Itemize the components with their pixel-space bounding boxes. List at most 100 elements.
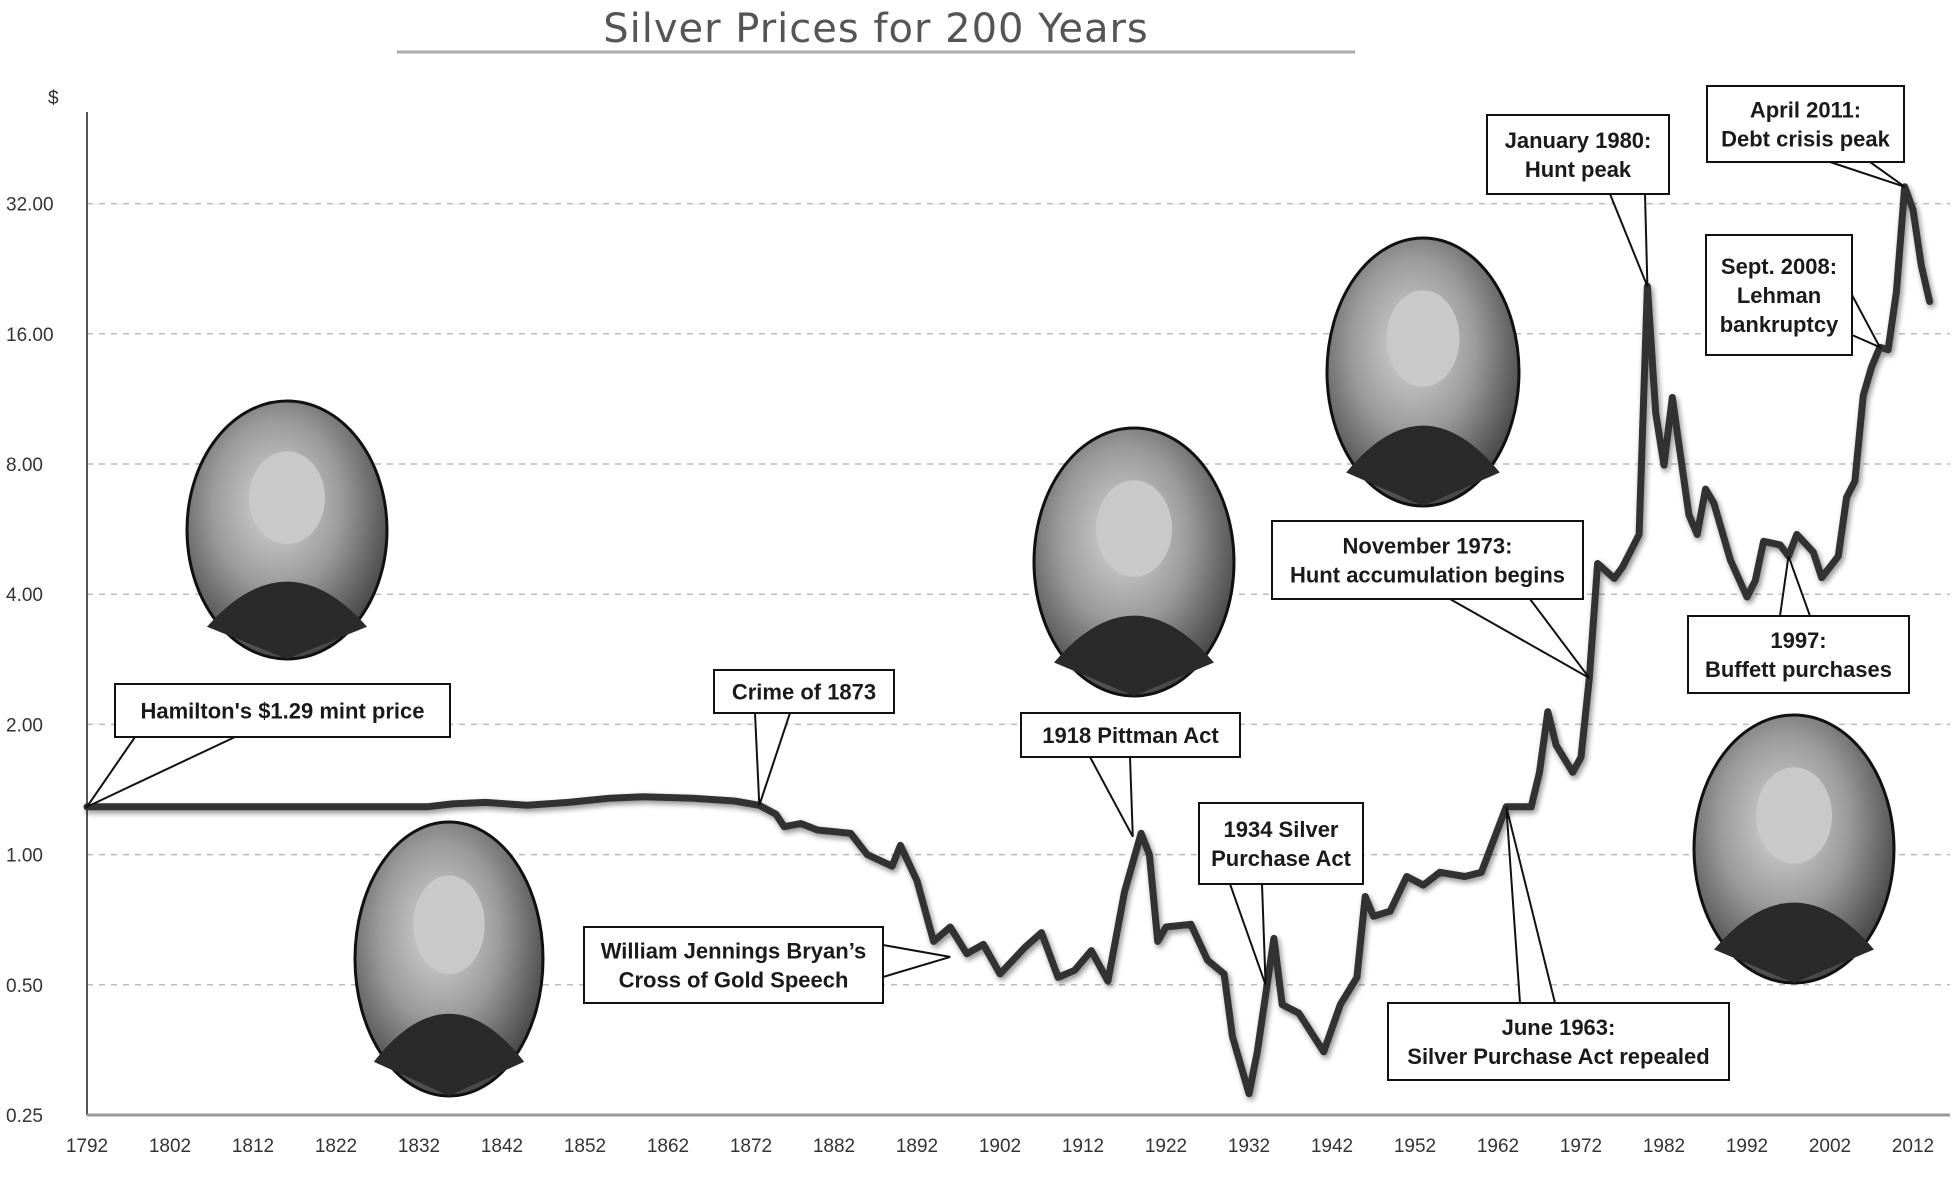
annotation-callout: Hamilton's $1.29 mint price — [84, 683, 451, 810]
x-tick-label: 2002 — [1809, 1136, 1851, 1157]
portrait-face — [249, 451, 325, 545]
y-tick-label: 32.00 — [6, 195, 54, 216]
callout-text: William Jennings Bryan’s — [601, 939, 867, 964]
x-tick-label: 1892 — [896, 1136, 938, 1157]
portrait-face — [1756, 767, 1832, 864]
x-tick-label: 1802 — [149, 1136, 191, 1157]
callout-pointer — [1778, 555, 1812, 617]
callout-box — [114, 683, 451, 738]
callout-text: November 1973: — [1343, 534, 1513, 559]
annotation-callout: William Jennings Bryan’s Cross of Gold Sp… — [583, 926, 951, 1004]
callout-box — [583, 926, 884, 1004]
callout-box — [713, 669, 895, 714]
y-axis-label: $ — [48, 88, 59, 109]
callout-text: Silver Purchase Act repealed — [1407, 1044, 1709, 1069]
x-tick-label: 1792 — [66, 1136, 108, 1157]
callout-pointer — [1228, 883, 1267, 986]
hamilton-portrait — [185, 399, 389, 661]
x-tick-label: 1932 — [1228, 1136, 1270, 1157]
y-tick-label: 1.00 — [6, 846, 43, 867]
callout-text: Hunt accumulation begins — [1290, 563, 1565, 588]
annotation-callout: June 1963: Silver Purchase Act repealed — [1387, 806, 1730, 1081]
callout-text: 1918 Pittman Act — [1042, 723, 1219, 748]
buffett-portrait — [1692, 713, 1896, 985]
pittman-portrait — [1032, 426, 1236, 698]
x-tick-label: 1962 — [1477, 1136, 1519, 1157]
portrait-body — [1714, 902, 1874, 983]
callout-text: 1997: — [1770, 628, 1826, 653]
callout-box — [1271, 520, 1584, 600]
portrait-face — [413, 875, 485, 975]
y-tick-label: 0.25 — [6, 1106, 43, 1127]
callout-pointer — [1446, 598, 1591, 679]
callout-pointer — [1829, 161, 1906, 188]
callout-text: Purchase Act — [1211, 846, 1351, 871]
x-tick-label: 1952 — [1394, 1136, 1436, 1157]
hunt-portrait — [1325, 236, 1521, 508]
x-tick-label: 1992 — [1726, 1136, 1768, 1157]
callout-pointer — [1088, 756, 1134, 838]
annotation-callout: 1918 Pittman Act — [1020, 712, 1241, 838]
callout-text: bankruptcy — [1720, 312, 1839, 337]
bryan-portrait — [353, 820, 545, 1098]
portrait-body — [373, 1013, 525, 1096]
callout-box — [1706, 85, 1905, 163]
x-tick-label: 1862 — [647, 1136, 689, 1157]
callout-text: Buffett purchases — [1705, 657, 1892, 682]
x-tick-label: 1982 — [1643, 1136, 1685, 1157]
callout-box — [1198, 802, 1364, 885]
callout-text: April 2011: — [1750, 98, 1861, 123]
callout-box — [1020, 712, 1241, 758]
callout-text: Hamilton's $1.29 mint price — [141, 699, 425, 724]
callout-pointer — [1505, 806, 1557, 1004]
x-tick-label: 1832 — [398, 1136, 440, 1157]
annotation-callout: Crime of 1873 — [713, 669, 895, 806]
x-tick-label: 1972 — [1560, 1136, 1602, 1157]
portrait-body — [1346, 425, 1500, 506]
x-tick-label: 1882 — [813, 1136, 855, 1157]
portrait-face — [1386, 290, 1460, 387]
x-tick-label: 1812 — [232, 1136, 274, 1157]
x-tick-label: 1822 — [315, 1136, 357, 1157]
x-tick-label: 1912 — [1062, 1136, 1104, 1157]
callout-pointer — [753, 712, 792, 806]
callout-text: Lehman — [1737, 283, 1821, 308]
callout-text: Cross of Gold Speech — [619, 968, 849, 993]
callout-text: Debt crisis peak — [1721, 127, 1891, 152]
x-tick-label: 1852 — [564, 1136, 606, 1157]
annotation-callout: April 2011: Debt crisis peak — [1706, 85, 1906, 188]
x-tick-label: 1842 — [481, 1136, 523, 1157]
callout-box — [1486, 114, 1670, 195]
silver-price-line — [83, 183, 1934, 1098]
y-tick-label: 16.00 — [6, 325, 54, 346]
callout-box — [1387, 1002, 1730, 1081]
callout-pointer — [1851, 294, 1883, 350]
callout-text: Hunt peak — [1525, 157, 1632, 182]
y-tick-label: 8.00 — [6, 455, 43, 476]
callout-text: 1934 Silver — [1224, 817, 1339, 842]
annotation-callout: January 1980: Hunt peak — [1486, 114, 1670, 287]
chart-title: Silver Prices for 200 Years — [603, 6, 1149, 52]
callout-box — [1687, 615, 1910, 694]
y-tick-label: 4.00 — [6, 585, 43, 606]
y-tick-label: 2.00 — [6, 715, 43, 736]
portrait-body — [1054, 615, 1214, 696]
annotation-callout: 1934 Silver Purchase Act — [1198, 802, 1364, 986]
callout-pointer — [882, 943, 951, 979]
y-tick-label: 0.50 — [6, 976, 43, 997]
annotation-callout: Sept. 2008: Lehman bankruptcy — [1705, 234, 1883, 356]
x-tick-label: 1942 — [1311, 1136, 1353, 1157]
callout-box — [1705, 234, 1853, 356]
portrait-face — [1096, 480, 1172, 577]
x-tick-label: 1922 — [1145, 1136, 1187, 1157]
callout-text: Sept. 2008: — [1721, 254, 1837, 279]
callout-text: Crime of 1873 — [732, 680, 876, 705]
annotation-callout: 1997: Buffett purchases — [1687, 555, 1910, 694]
x-tick-label: 1902 — [979, 1136, 1021, 1157]
annotation-callout: November 1973: Hunt accumulation begins — [1271, 520, 1591, 679]
callout-pointer — [1608, 193, 1649, 287]
callout-pointer — [84, 736, 236, 810]
callout-text: June 1963: — [1502, 1015, 1616, 1040]
portrait-body — [207, 581, 367, 659]
